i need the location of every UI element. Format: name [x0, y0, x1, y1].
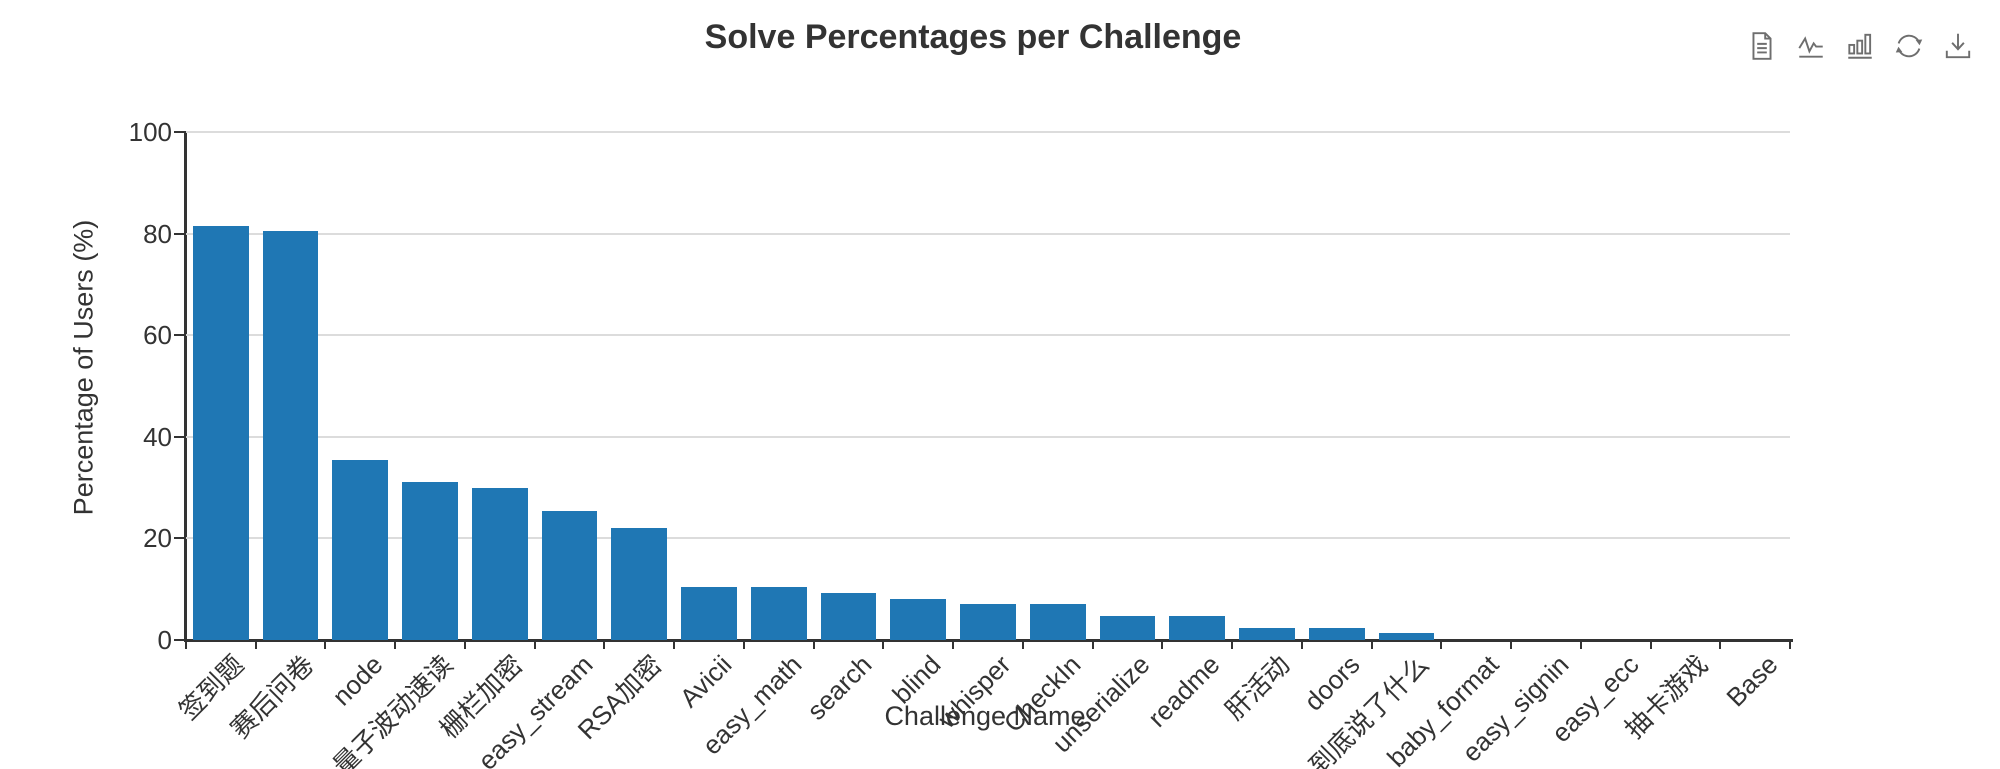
bar[interactable] [820, 593, 877, 640]
bar[interactable] [1029, 604, 1086, 640]
y-axis-tick [174, 435, 186, 438]
gridline [186, 131, 1790, 133]
bar[interactable] [750, 587, 807, 640]
restore-icon[interactable] [1893, 28, 1925, 64]
line-chart-icon[interactable] [1795, 28, 1827, 64]
x-axis-tick [673, 640, 676, 649]
y-axis-tick [174, 232, 186, 235]
x-axis-tick [1719, 640, 1722, 649]
bar[interactable] [1099, 616, 1156, 640]
x-axis-tick [324, 640, 327, 649]
x-axis-tick [254, 640, 257, 649]
x-axis-tick [1091, 640, 1094, 649]
x-axis-tick [1300, 640, 1303, 649]
bar[interactable] [1378, 633, 1435, 640]
x-axis-tick [1021, 640, 1024, 649]
x-axis-tick [185, 640, 187, 649]
gridline [186, 537, 1790, 540]
y-axis-tick-label: 80 [143, 218, 172, 249]
x-axis-tick [882, 640, 885, 649]
bar[interactable] [611, 528, 668, 640]
y-axis-tick-label: 40 [143, 421, 172, 452]
x-axis-tick [1579, 640, 1582, 649]
gridline [186, 334, 1790, 337]
x-axis-tick [742, 640, 745, 649]
y-axis-tick-label: 20 [143, 523, 172, 554]
bar[interactable] [332, 460, 389, 640]
y-axis-tick [174, 131, 186, 133]
y-axis-tick-label: 100 [128, 117, 172, 147]
x-axis-tick [1440, 640, 1443, 649]
x-axis-tick [1510, 640, 1513, 649]
gridline [186, 232, 1790, 235]
y-axis-tick-label: 0 [157, 625, 172, 655]
bar-chart-icon[interactable] [1844, 28, 1876, 64]
y-axis-tick [174, 334, 186, 337]
bar[interactable] [1239, 628, 1295, 640]
x-axis-tick [394, 640, 397, 649]
bar[interactable] [471, 488, 528, 640]
x-axis-tick [952, 640, 955, 649]
x-axis-tick [1370, 640, 1373, 649]
chart-toolbar [1746, 28, 1974, 64]
x-axis-tick [812, 640, 815, 649]
bar[interactable] [192, 226, 249, 640]
y-axis-line [184, 132, 187, 640]
y-axis-tick [174, 537, 186, 540]
bar[interactable] [402, 482, 458, 640]
chart-title: Solve Percentages per Challenge [704, 18, 1242, 56]
x-axis-tick [463, 640, 466, 649]
bar[interactable] [960, 604, 1016, 640]
bar[interactable] [262, 231, 319, 640]
bar[interactable] [890, 599, 947, 640]
x-axis-tick [533, 640, 536, 649]
bar[interactable] [541, 511, 598, 640]
bar[interactable] [1169, 616, 1226, 640]
bar[interactable] [681, 587, 737, 640]
bar[interactable] [1308, 628, 1365, 640]
x-axis-tick [1231, 640, 1234, 649]
x-axis-tick [1161, 640, 1164, 649]
y-axis-title: Percentage of Users (%) [68, 219, 99, 516]
x-axis-tick [1789, 640, 1791, 649]
download-icon[interactable] [1942, 28, 1974, 64]
x-axis-title: Challenge Name [884, 701, 1086, 731]
y-axis-tick-label: 60 [143, 320, 172, 351]
x-axis-line [184, 639, 1793, 642]
x-axis-tick [1649, 640, 1652, 649]
gridline [186, 435, 1790, 438]
data-view-icon[interactable] [1746, 28, 1778, 64]
y-axis-tick [174, 639, 186, 641]
x-axis-tick [603, 640, 606, 649]
